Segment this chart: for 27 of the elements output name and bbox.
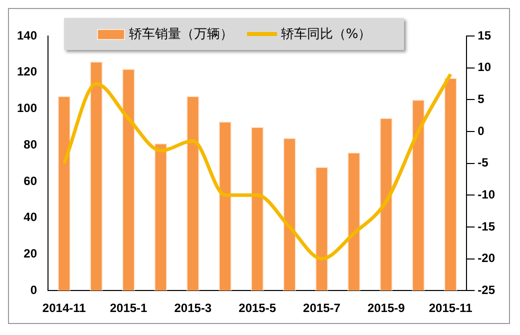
y2-tick-label: -10 [478, 187, 496, 202]
y2-tick-label: -20 [478, 251, 496, 266]
x-tick-label: 2015-9 [367, 301, 406, 316]
y-tick-label: 0 [30, 282, 38, 297]
x-tick-label: 2015-7 [303, 301, 341, 316]
line-series [62, 72, 452, 261]
y-tick-label: 120 [16, 64, 38, 79]
y2-tick-label: -5 [478, 156, 489, 170]
y-tick-label: 140 [16, 28, 38, 42]
y-tick-label: 80 [24, 137, 38, 152]
y-tick-label: 40 [24, 210, 38, 224]
y2-tick-label: 0 [478, 124, 485, 138]
y-tick-label: 60 [24, 174, 38, 188]
x-tick-label: 2015-5 [238, 301, 276, 316]
y2-tick-label: -15 [478, 219, 496, 234]
x-tick-label: 2015-1 [110, 301, 148, 316]
legend-label: 轿车同比（%） [280, 26, 372, 43]
x-tick-label: 2014-11 [42, 301, 86, 316]
y2-tick-label: -25 [478, 282, 496, 297]
x-tick-label: 2015-11 [428, 301, 473, 316]
x-tick-label: 2015-3 [174, 301, 212, 316]
y2-tick-label: 5 [478, 92, 485, 106]
y-tick-label: 20 [24, 246, 38, 261]
y2-tick-label: 15 [478, 28, 492, 42]
y-tick-label: 100 [16, 101, 38, 116]
legend-label: 轿车销量（万辆） [128, 26, 233, 43]
y2-tick-label: 10 [478, 60, 492, 74]
